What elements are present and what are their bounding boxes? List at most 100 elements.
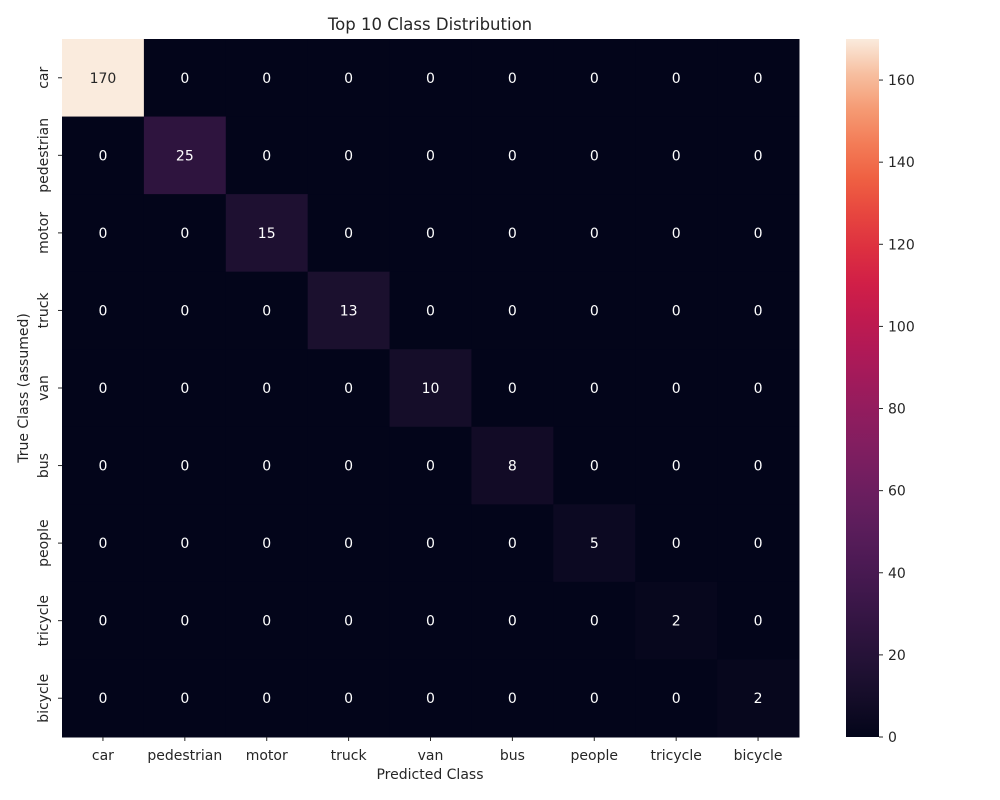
cell-value-label: 0 — [426, 459, 435, 475]
cell-value-label: 0 — [262, 71, 271, 87]
cell-value-label: 0 — [672, 148, 681, 164]
y-tick-label: bus — [36, 453, 52, 478]
cell-value-label: 0 — [344, 614, 353, 630]
cell-value-label: 0 — [426, 148, 435, 164]
cell-value-label: 10 — [422, 381, 440, 397]
cell-value-label: 0 — [344, 148, 353, 164]
heatmap-cell — [471, 349, 554, 428]
colorbar-tick-label: 140 — [888, 155, 915, 171]
x-tick-label: people — [571, 748, 618, 764]
heatmap-cell — [225, 504, 309, 583]
cell-value-label: 25 — [176, 148, 194, 164]
cell-value-label: 0 — [344, 71, 353, 87]
cell-value-label: 0 — [426, 691, 435, 707]
y-tick-label: car — [36, 67, 52, 89]
heatmap-cell — [307, 116, 391, 195]
x-tick-label: bicycle — [734, 748, 783, 764]
heatmap-cell — [553, 271, 636, 350]
heatmap-cell — [225, 349, 309, 428]
cell-value-label: 0 — [98, 536, 107, 552]
heatmap-cell — [225, 581, 309, 660]
heatmap-cell — [553, 504, 636, 583]
heatmap-cell — [225, 194, 309, 273]
x-tick-label: tricycle — [651, 748, 702, 764]
heatmap-cell — [143, 271, 227, 350]
colorbar-tick-label: 40 — [888, 566, 906, 582]
heatmap-cell — [717, 581, 800, 660]
heatmap-cell — [307, 659, 391, 738]
cell-value-label: 170 — [90, 71, 117, 87]
x-axis-ticks: car pedestrian motor truck van bus people tricy… — [92, 737, 783, 764]
cell-value-label: 0 — [590, 303, 599, 319]
heatmap-cell — [553, 194, 636, 273]
cell-value-label: 0 — [508, 226, 517, 242]
heatmap-cells — [62, 39, 800, 738]
cell-value-label: 0 — [344, 226, 353, 242]
heatmap-cell — [143, 39, 227, 118]
cell-value-label: 0 — [754, 148, 763, 164]
heatmap-cell — [635, 504, 718, 583]
heatmap-cell — [225, 426, 309, 505]
heatmap-cell — [635, 271, 718, 350]
cell-value-label: 0 — [344, 459, 353, 475]
cell-value-label: 0 — [754, 614, 763, 630]
heatmap-cell — [389, 581, 472, 660]
heatmap-cell — [143, 659, 227, 738]
heatmap-cell — [307, 581, 391, 660]
heatmap-cell — [717, 271, 800, 350]
cell-value-label: 0 — [508, 536, 517, 552]
heatmap-cell — [471, 426, 554, 505]
cell-value-label: 0 — [590, 459, 599, 475]
heatmap-cell — [717, 504, 800, 583]
cell-value-label: 0 — [98, 459, 107, 475]
cell-value-label: 0 — [344, 691, 353, 707]
cell-value-label: 0 — [98, 148, 107, 164]
colorbar-tick-label: 20 — [888, 648, 906, 664]
cell-value-label: 0 — [508, 71, 517, 87]
cell-value-label: 5 — [590, 536, 599, 552]
x-tick-label: motor — [246, 748, 288, 764]
heatmap-cell — [62, 39, 145, 118]
colorbar-tick-label: 0 — [888, 730, 897, 746]
cell-value-label: 0 — [672, 691, 681, 707]
heatmap-cell — [225, 116, 309, 195]
cell-value-label: 0 — [344, 381, 353, 397]
heatmap-cell — [717, 39, 800, 118]
cell-value-label: 0 — [180, 536, 189, 552]
heatmap-cell — [389, 426, 472, 505]
y-axis-ticks: car pedestrian motor truck van bus people tricy… — [36, 67, 62, 723]
heatmap-cell — [635, 349, 718, 428]
cell-value-label: 0 — [262, 691, 271, 707]
y-tick-label: people — [36, 519, 52, 566]
heatmap-cell — [635, 39, 718, 118]
cell-value-label: 2 — [754, 691, 763, 707]
cell-value-label: 0 — [180, 303, 189, 319]
colorbar: 0 20 40 60 80 100 120 140 160 — [846, 39, 915, 746]
cell-value-label: 0 — [508, 691, 517, 707]
heatmap-cell — [307, 504, 391, 583]
cell-value-label: 0 — [754, 303, 763, 319]
cell-value-label: 0 — [672, 226, 681, 242]
cell-value-label: 0 — [508, 381, 517, 397]
heatmap-cell — [143, 504, 227, 583]
heatmap-cell — [635, 194, 718, 273]
x-tick-label: van — [418, 748, 444, 764]
cell-value-label: 0 — [262, 614, 271, 630]
cell-value-label: 0 — [426, 71, 435, 87]
heatmap-cell — [635, 116, 718, 195]
colorbar-tick-label: 80 — [888, 402, 906, 418]
cell-value-label: 0 — [672, 536, 681, 552]
colorbar-gradient — [846, 39, 879, 737]
heatmap-cell — [62, 271, 145, 350]
heatmap-cell — [717, 349, 800, 428]
heatmap-cell — [553, 116, 636, 195]
heatmap-cell — [143, 349, 227, 428]
cell-value-label: 0 — [508, 148, 517, 164]
heatmap-cell — [62, 116, 145, 195]
heatmap-cell — [62, 349, 145, 428]
heatmap-cell — [225, 39, 309, 118]
cell-value-label: 0 — [262, 303, 271, 319]
cell-value-label: 0 — [426, 226, 435, 242]
chart-title: Top 10 Class Distribution — [327, 15, 532, 34]
